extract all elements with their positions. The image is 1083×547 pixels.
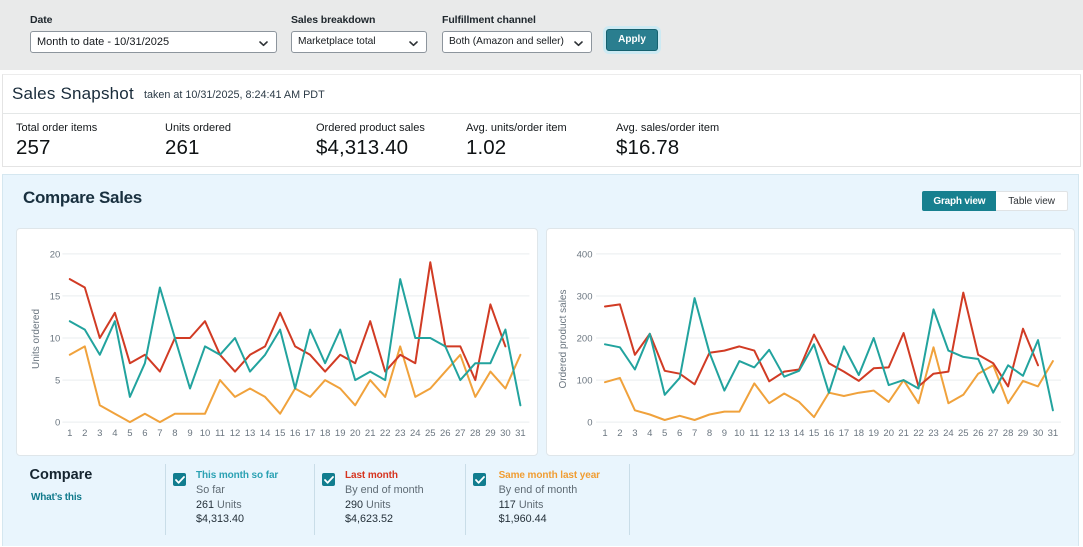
svg-text:300: 300 xyxy=(577,291,593,302)
svg-text:16: 16 xyxy=(824,428,835,439)
svg-text:24: 24 xyxy=(410,428,421,439)
svg-text:14: 14 xyxy=(794,428,805,439)
svg-text:26: 26 xyxy=(440,428,451,439)
svg-text:27: 27 xyxy=(988,428,999,439)
svg-text:7: 7 xyxy=(692,428,697,439)
svg-text:100: 100 xyxy=(577,376,593,387)
svg-text:2: 2 xyxy=(617,428,622,439)
svg-text:21: 21 xyxy=(898,428,909,439)
svg-text:8: 8 xyxy=(707,428,712,439)
svg-text:23: 23 xyxy=(395,428,406,439)
svg-text:16: 16 xyxy=(290,428,301,439)
svg-text:6: 6 xyxy=(142,428,147,439)
svg-text:0: 0 xyxy=(587,418,592,429)
svg-text:3: 3 xyxy=(97,428,102,439)
svg-text:22: 22 xyxy=(913,428,924,439)
svg-text:11: 11 xyxy=(215,428,225,439)
svg-text:18: 18 xyxy=(854,428,865,439)
svg-text:1: 1 xyxy=(602,428,607,439)
svg-text:29: 29 xyxy=(485,428,496,439)
svg-text:9: 9 xyxy=(722,428,727,439)
svg-text:13: 13 xyxy=(245,428,256,439)
svg-text:26: 26 xyxy=(973,428,984,439)
svg-text:15: 15 xyxy=(809,428,820,439)
svg-text:400: 400 xyxy=(577,249,593,260)
svg-text:19: 19 xyxy=(335,428,346,439)
svg-text:7: 7 xyxy=(157,428,162,439)
svg-text:4: 4 xyxy=(647,428,652,439)
svg-text:15: 15 xyxy=(275,428,286,439)
svg-text:19: 19 xyxy=(868,428,879,439)
svg-text:31: 31 xyxy=(515,428,526,439)
svg-text:4: 4 xyxy=(112,428,117,439)
svg-text:13: 13 xyxy=(779,428,790,439)
svg-text:11: 11 xyxy=(749,428,759,439)
svg-text:5: 5 xyxy=(662,428,667,439)
svg-text:5: 5 xyxy=(127,428,132,439)
svg-text:6: 6 xyxy=(677,428,682,439)
svg-text:Units ordered: Units ordered xyxy=(31,309,42,369)
svg-text:30: 30 xyxy=(1033,428,1044,439)
svg-text:24: 24 xyxy=(943,428,954,439)
svg-text:10: 10 xyxy=(734,428,745,439)
svg-text:9: 9 xyxy=(187,428,192,439)
svg-text:27: 27 xyxy=(455,428,466,439)
svg-text:15: 15 xyxy=(50,291,61,302)
svg-text:25: 25 xyxy=(425,428,436,439)
svg-text:18: 18 xyxy=(320,428,331,439)
svg-text:12: 12 xyxy=(230,428,241,439)
svg-text:5: 5 xyxy=(55,376,60,387)
svg-text:28: 28 xyxy=(1003,428,1014,439)
svg-text:200: 200 xyxy=(577,333,593,344)
svg-text:2: 2 xyxy=(82,428,87,439)
svg-text:0: 0 xyxy=(55,418,60,429)
svg-text:28: 28 xyxy=(470,428,481,439)
svg-text:21: 21 xyxy=(365,428,376,439)
svg-text:20: 20 xyxy=(350,428,361,439)
svg-text:10: 10 xyxy=(50,333,61,344)
svg-text:20: 20 xyxy=(50,249,61,260)
svg-text:Ordered product sales: Ordered product sales xyxy=(558,290,569,389)
svg-text:8: 8 xyxy=(172,428,177,439)
svg-text:12: 12 xyxy=(764,428,775,439)
svg-text:22: 22 xyxy=(380,428,391,439)
svg-text:10: 10 xyxy=(200,428,211,439)
svg-text:17: 17 xyxy=(839,428,850,439)
svg-text:14: 14 xyxy=(260,428,271,439)
svg-text:29: 29 xyxy=(1018,428,1029,439)
svg-text:1: 1 xyxy=(67,428,72,439)
svg-text:20: 20 xyxy=(883,428,894,439)
svg-text:30: 30 xyxy=(500,428,511,439)
svg-text:23: 23 xyxy=(928,428,939,439)
svg-text:31: 31 xyxy=(1048,428,1059,439)
svg-text:3: 3 xyxy=(632,428,637,439)
svg-text:25: 25 xyxy=(958,428,969,439)
svg-text:17: 17 xyxy=(305,428,316,439)
